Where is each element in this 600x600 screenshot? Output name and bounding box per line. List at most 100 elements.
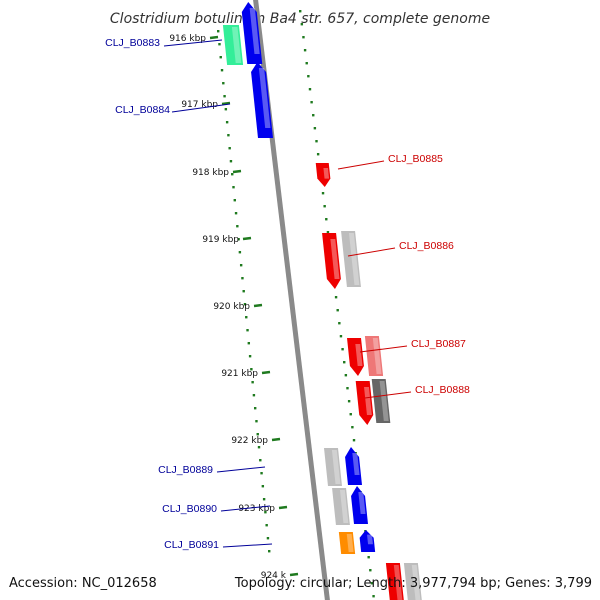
tick-mark — [209, 35, 219, 40]
ruler-dot-right — [349, 413, 352, 416]
gene-b0885-shape[interactable] — [315, 163, 332, 187]
tick-mark — [232, 169, 242, 174]
gene-b0890-shape[interactable] — [350, 486, 368, 524]
gene-cds-b0889-shape[interactable] — [324, 448, 342, 486]
gene-b0886[interactable] — [322, 233, 342, 289]
ruler-dot-left — [260, 472, 263, 475]
gene-label[interactable]: CLJ_B0887 — [411, 338, 466, 350]
gene-b0883[interactable] — [241, 2, 263, 64]
ruler-dot-left — [238, 251, 242, 254]
ruler-dot-left — [218, 43, 221, 46]
ruler-dot-left — [268, 550, 271, 553]
gene-b0889-highlight — [352, 453, 360, 475]
tick-label: 920 kbp — [213, 302, 250, 312]
gene-cds-b0891[interactable] — [338, 532, 356, 554]
ruler-dot-right — [323, 205, 326, 208]
ruler-dot-left — [253, 407, 257, 410]
gene-leader-line — [337, 160, 385, 170]
gene-b0888[interactable] — [355, 381, 375, 425]
ruler-dot-right — [372, 595, 375, 598]
tick-label: 923 kbp — [238, 504, 275, 514]
gene-b0888-shape[interactable] — [355, 381, 375, 425]
gene-cds-b0887-shape[interactable] — [364, 336, 384, 376]
ruler-dot-left — [223, 95, 226, 98]
gene-b0890-highlight — [358, 492, 366, 514]
gene-b0885[interactable] — [315, 163, 332, 187]
ruler-dot-left — [248, 355, 252, 358]
gene-b0891[interactable] — [359, 530, 376, 552]
tick-mark — [221, 101, 231, 106]
gene-cds-b0883-highlight — [231, 27, 242, 63]
ruler-dot-left — [232, 186, 235, 189]
kbp-ticks: 916 kbp 917 kbp 918 kbp 919 kbp 920 kbp 921 k… — [169, 34, 299, 581]
ruler-dot-left — [224, 108, 228, 111]
ruler-dot-right — [305, 62, 308, 65]
gene-partial-gray[interactable] — [403, 563, 423, 600]
gene-b0887[interactable] — [347, 338, 365, 376]
gene-cds-b0888-shape[interactable] — [371, 379, 391, 423]
gene-partial-gray-shape[interactable] — [403, 563, 423, 600]
gene-features — [222, 2, 423, 600]
ruler-dot-left — [237, 238, 240, 241]
gene-b0887-shape[interactable] — [347, 338, 365, 376]
gene-label[interactable]: CLJ_B0886 — [399, 240, 454, 252]
ruler-dot-right — [347, 400, 351, 403]
ruler-dot-left — [265, 524, 268, 527]
ruler-dot-right — [336, 309, 339, 312]
gene-cds-b0883-shape[interactable] — [222, 25, 244, 65]
gene-cds-b0883[interactable] — [222, 25, 244, 65]
gene-b0884-highlight — [258, 68, 271, 128]
ruler-dot-right — [334, 296, 338, 299]
ruler-dot-left — [261, 485, 265, 488]
gene-leader-line — [222, 543, 273, 548]
gene-cds-b0891-highlight — [346, 534, 354, 552]
gene-label[interactable]: CLJ_B0889 — [158, 464, 213, 476]
gene-label[interactable]: CLJ_B0885 — [388, 153, 443, 165]
tick-label: 918 kbp — [192, 168, 229, 178]
gene-label[interactable]: CLJ_B0883 — [105, 37, 160, 49]
gene-cds-b0886[interactable] — [341, 231, 361, 287]
gene-b0890[interactable] — [350, 486, 368, 524]
gene-b0889-shape[interactable] — [344, 447, 362, 485]
gene-cds-b0890[interactable] — [332, 488, 350, 525]
gene-b0884[interactable] — [250, 62, 273, 138]
gene-b0891-shape[interactable] — [359, 530, 376, 552]
ruler-dot-left — [257, 446, 261, 449]
ruler-dot-left — [256, 433, 259, 436]
gene-b0884-shape[interactable] — [250, 62, 273, 138]
gene-b0883-highlight — [249, 8, 260, 54]
ruler-dot-left — [231, 173, 234, 176]
ruler-dot-left — [222, 82, 225, 85]
dotted-ruler-lines — [217, 10, 375, 598]
gene-cds-b0890-highlight — [339, 490, 349, 523]
tick-mark — [261, 370, 271, 375]
gene-b0883-shape[interactable] — [241, 2, 263, 64]
gene-label[interactable]: CLJ_B0891 — [164, 539, 219, 551]
ruler-dot-left — [255, 420, 258, 423]
ruler-dot-right — [303, 49, 307, 52]
gene-cds-b0890-shape[interactable] — [332, 488, 350, 525]
gene-b0886-shape[interactable] — [322, 233, 342, 289]
topology-text: Topology: circular; Length: 3,977,794 bp… — [234, 576, 592, 591]
gene-partial-red[interactable] — [385, 563, 405, 600]
ruler-dot-right — [308, 88, 312, 91]
gene-cds-b0887[interactable] — [364, 336, 384, 376]
gene-label[interactable]: CLJ_B0884 — [115, 104, 170, 116]
ruler-dot-right — [339, 335, 343, 338]
gene-cds-b0888[interactable] — [371, 379, 391, 423]
tick-mark — [289, 572, 299, 577]
gene-label[interactable]: CLJ_B0890 — [162, 503, 217, 515]
gene-label[interactable]: CLJ_B0888 — [415, 384, 470, 396]
gene-leader-line — [163, 39, 223, 47]
gene-cds-b0886-shape[interactable] — [341, 231, 361, 287]
gene-partial-red-highlight — [393, 565, 403, 600]
gene-cds-b0891-shape[interactable] — [338, 532, 356, 554]
ruler-dot-left — [220, 69, 224, 72]
gene-partial-red-shape[interactable] — [385, 563, 405, 600]
gene-b0889[interactable] — [344, 447, 362, 485]
ruler-dot-left — [229, 160, 233, 163]
ruler-dot-right — [315, 140, 318, 143]
gene-cds-b0889[interactable] — [324, 448, 342, 486]
gene-b0887-highlight — [355, 344, 363, 366]
